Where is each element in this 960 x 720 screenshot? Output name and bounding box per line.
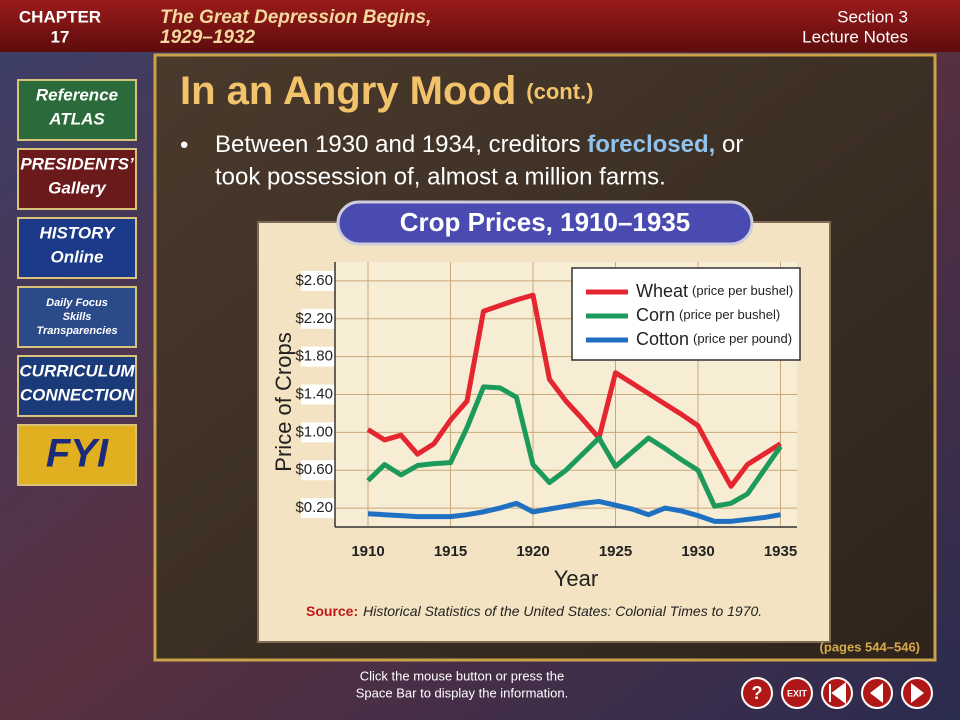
- exit-circle[interactable]: [781, 677, 813, 709]
- help-label[interactable]: ?: [752, 683, 763, 703]
- y-tick-label: $2.20: [295, 310, 333, 327]
- legend-entry: Wheat (price per bushel): [636, 281, 793, 301]
- sidebar-label[interactable]: PRESIDENTS’: [20, 154, 134, 173]
- y-tick-label-bg: [301, 308, 335, 329]
- sidebar-label[interactable]: Gallery: [48, 178, 107, 197]
- y-tick-label-bg: [301, 498, 335, 519]
- source-label: Source:: [306, 603, 358, 619]
- chart-title: Crop Prices, 1910–1935: [400, 207, 691, 237]
- bullet-dot: •: [180, 131, 188, 158]
- sidebar-label[interactable]: HISTORY: [40, 223, 117, 242]
- sidebar-button[interactable]: FYI: [17, 424, 137, 486]
- legend-name: Corn: [636, 305, 675, 325]
- chapter-number: 17: [51, 27, 70, 46]
- section-label: Section 3: [837, 7, 908, 26]
- y-tick-label: $1.40: [295, 385, 333, 402]
- x-tick-label: 1910: [351, 543, 384, 560]
- chapter-label: CHAPTER: [19, 7, 101, 26]
- sidebar-label[interactable]: Reference: [36, 85, 118, 104]
- next-button[interactable]: [901, 677, 933, 709]
- y-tick-label: $1.00: [295, 423, 333, 440]
- y-tick-label-bg: [301, 346, 335, 367]
- sidebar-button[interactable]: Daily Focus Skills Transparencies: [17, 286, 137, 348]
- sidebar-button[interactable]: CURRICULUM CONNECTION: [17, 355, 137, 417]
- x-axis-label: Year: [554, 566, 598, 591]
- legend-entry: Cotton (price per pound): [636, 329, 792, 349]
- y-axis-label: Price of Crops: [271, 332, 296, 471]
- sidebar-label[interactable]: ATLAS: [48, 109, 105, 128]
- instruction: Click the mouse button or press the: [360, 668, 565, 683]
- x-tick-label: 1920: [516, 543, 549, 560]
- prev-button[interactable]: [861, 677, 893, 709]
- sidebar-label[interactable]: CONNECTION: [20, 385, 135, 404]
- sidebar-label[interactable]: CURRICULUM: [19, 361, 135, 380]
- line: [366, 292, 782, 489]
- x-tick-label: 1935: [764, 543, 797, 560]
- sidebar-button[interactable]: PRESIDENTS’ Gallery: [17, 148, 137, 210]
- header-dates: 1929–1932: [160, 27, 256, 48]
- instruction: Space Bar to display the information.: [356, 685, 568, 700]
- next-icon[interactable]: [911, 683, 924, 703]
- legend-name: Cotton: [636, 329, 689, 349]
- header-title: The Great Depression Begins,: [160, 7, 431, 28]
- help-circle[interactable]: [741, 677, 773, 709]
- legend-entry: Corn (price per bushel): [636, 305, 780, 325]
- bullet-text: Between 1930 and 1934, creditors foreclo…: [215, 131, 743, 158]
- legend-unit: (price per bushel): [679, 307, 780, 322]
- legend-name: Wheat: [636, 281, 688, 301]
- first-button[interactable]: [821, 677, 853, 709]
- sidebar-label[interactable]: Daily Focus: [46, 297, 108, 309]
- chart-title-pill: [336, 200, 754, 246]
- x-tick-label: 1915: [434, 543, 467, 560]
- y-tick-label: $2.60: [295, 272, 333, 289]
- source: Source: Historical Statistics of the Unit…: [306, 603, 762, 619]
- bullet-text: took possession of, almost a million far…: [215, 163, 666, 190]
- exit-label[interactable]: EXIT: [787, 688, 808, 698]
- legend-unit: (price per pound): [693, 331, 792, 346]
- y-tick-label: $0.60: [295, 461, 333, 478]
- y-tick-label: $1.80: [295, 348, 333, 365]
- section-subtitle: Lecture Notes: [802, 27, 908, 46]
- sidebar-label[interactable]: Skills: [63, 311, 92, 323]
- prev-icon[interactable]: [870, 683, 883, 703]
- sidebar-button-bg[interactable]: [17, 355, 137, 417]
- sidebar-label[interactable]: Online: [51, 247, 104, 266]
- first-icon[interactable]: [829, 682, 846, 704]
- sidebar-button[interactable]: HISTORY Online: [17, 217, 137, 279]
- legend-unit: (price per bushel): [692, 283, 793, 298]
- page-reference: (pages 544–546): [820, 639, 920, 654]
- y-tick-label-bg: [301, 270, 335, 291]
- sidebar-button-bg[interactable]: [17, 79, 137, 141]
- sidebar-button-bg[interactable]: [17, 424, 137, 486]
- line: [367, 498, 781, 524]
- x-tick-label: 1930: [681, 543, 714, 560]
- x-tick-label: 1925: [599, 543, 632, 560]
- sidebar-label[interactable]: FYI: [46, 432, 109, 476]
- y-tick-label: $0.20: [295, 499, 333, 516]
- y-tick-label-bg: [301, 460, 335, 481]
- sidebar-button[interactable]: Reference ATLAS: [17, 79, 137, 141]
- slide-title: In an Angry Mood (cont.): [180, 69, 593, 113]
- source-text: Historical Statistics of the United Stat…: [363, 603, 762, 619]
- exit-button[interactable]: EXIT: [781, 677, 813, 709]
- sidebar-button-bg[interactable]: [17, 217, 137, 279]
- y-tick-label-bg: [301, 422, 335, 443]
- help-button[interactable]: ?: [741, 677, 773, 709]
- sidebar-button-bg[interactable]: [17, 286, 137, 348]
- line: [366, 384, 783, 509]
- sidebar-button-bg[interactable]: [17, 148, 137, 210]
- sidebar-label[interactable]: Transparencies: [36, 325, 117, 337]
- header-bar: [0, 0, 960, 52]
- y-tick-label-bg: [301, 384, 335, 405]
